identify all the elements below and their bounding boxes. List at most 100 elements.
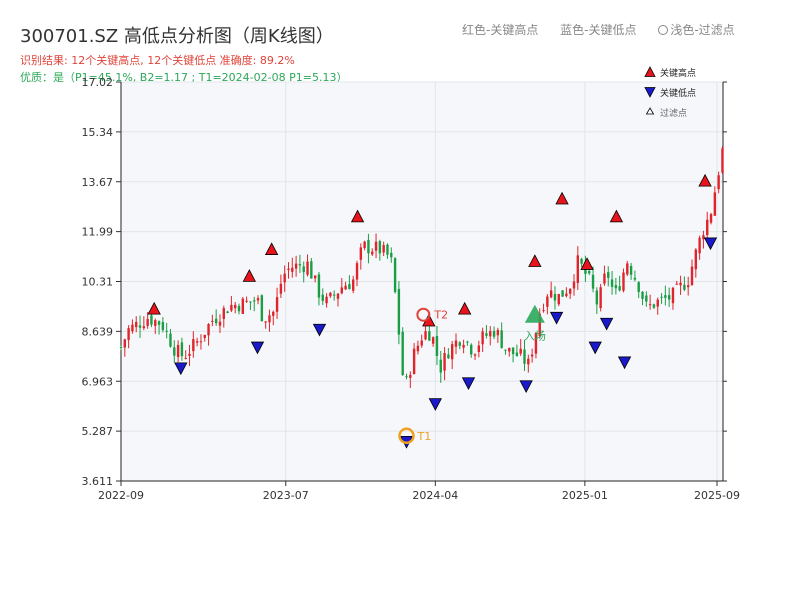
candle-body: [504, 349, 507, 351]
y-tick-label: 15.34: [82, 126, 114, 139]
candle-body: [553, 294, 557, 301]
candle-body: [298, 264, 302, 266]
candle-body: [249, 301, 252, 303]
candle-body: [690, 266, 694, 285]
candle-body: [382, 245, 385, 253]
candle-body: [302, 266, 305, 273]
candle-body: [161, 322, 165, 331]
candle-body: [119, 346, 123, 348]
candle-body: [694, 249, 698, 270]
candle-body: [340, 287, 343, 294]
candle-body: [633, 277, 637, 280]
y-tick-label: 11.99: [82, 226, 114, 239]
candle-body: [363, 241, 366, 249]
x-tick-label: 2025-01: [562, 489, 608, 502]
candle-body: [420, 340, 423, 346]
candle-body: [717, 175, 720, 190]
y-tick-label: 6.963: [82, 375, 114, 388]
candle-body: [260, 295, 264, 322]
candle-body: [477, 345, 481, 353]
candle-body: [603, 273, 606, 284]
candle-body: [234, 304, 237, 309]
candle-body: [431, 337, 435, 344]
candle-body: [310, 261, 313, 279]
candle-body: [511, 347, 515, 355]
candle-body: [294, 263, 298, 269]
candle-body: [485, 333, 488, 336]
candle-body: [568, 288, 572, 294]
t2-marker: [416, 307, 431, 322]
candle-body: [214, 318, 218, 324]
candle-body: [686, 285, 690, 288]
top-legend-filtered: 浅色-过滤点: [658, 23, 735, 37]
result-summary: 识别结果: 12个关键高点, 12个关键低点 准确度: 89.2%: [20, 54, 295, 67]
key-high-marker: [698, 173, 712, 187]
entry-marker: [524, 304, 545, 323]
candle-body: [629, 265, 633, 275]
candle-body: [683, 284, 686, 290]
candle-body: [610, 279, 614, 287]
candle-body: [409, 374, 412, 378]
candle-body: [443, 353, 446, 371]
candle-body: [207, 324, 210, 336]
t1-label: T1: [417, 430, 432, 443]
candle-body: [618, 286, 621, 291]
candle-body: [279, 283, 283, 294]
legend-low-label: 关键低点: [660, 87, 696, 99]
candle-body: [561, 290, 564, 297]
candle-body: [542, 310, 545, 312]
candle-body: [412, 348, 416, 375]
candle-body: [462, 344, 465, 348]
y-tick-label: 8.639: [82, 325, 114, 338]
key-low-marker: [599, 317, 614, 331]
y-tick-label: 5.287: [82, 425, 114, 438]
key-low-marker: [312, 323, 327, 337]
top-legend-low: 蓝色-关键低点: [560, 23, 637, 37]
candle-body: [424, 331, 427, 340]
candle-body: [397, 288, 401, 335]
candle-body: [496, 329, 500, 336]
candle-body: [329, 292, 332, 297]
key-low-marker: [519, 380, 533, 394]
candle-body: [378, 241, 382, 254]
candle-body: [580, 258, 583, 264]
chart-title: 300701.SZ 高低点分析图（周K线图）: [20, 26, 334, 47]
key-low-marker: [617, 356, 632, 370]
candle-body: [652, 304, 656, 308]
entry-label: 入场: [524, 329, 546, 343]
candle-body: [656, 299, 659, 307]
candle-body: [439, 359, 442, 373]
candle-body: [184, 357, 187, 359]
candle-body: [390, 252, 393, 258]
candle-body: [321, 294, 324, 301]
legend-high-label: 关键高点: [660, 67, 696, 79]
top-legend-high: 红色-关键高点: [462, 23, 539, 37]
candle-body: [626, 263, 629, 275]
candle-body: [146, 318, 149, 326]
key-low-marker: [250, 341, 265, 355]
candle-body: [306, 261, 309, 275]
candle-body: [157, 321, 161, 325]
candle-body: [188, 353, 191, 356]
candle-body: [150, 315, 153, 325]
candle-body: [416, 345, 420, 352]
candle-body: [671, 287, 675, 304]
key-low-marker: [703, 237, 718, 251]
candle-body: [165, 330, 168, 332]
y-tick-label: 13.67: [82, 176, 114, 189]
candle-body: [180, 342, 184, 357]
candle-body: [492, 330, 496, 337]
candle-body: [127, 328, 130, 341]
candle-body: [195, 341, 199, 343]
candle-body: [572, 281, 576, 289]
candle-body: [336, 293, 340, 299]
candle-body: [591, 274, 595, 289]
candle-body: [614, 285, 618, 289]
legend-high-icon: [644, 66, 656, 77]
candle-body: [332, 294, 336, 296]
key-high-marker: [580, 257, 594, 270]
candle-body: [355, 263, 359, 280]
candle-body: [538, 313, 541, 337]
candle-body: [268, 315, 271, 323]
